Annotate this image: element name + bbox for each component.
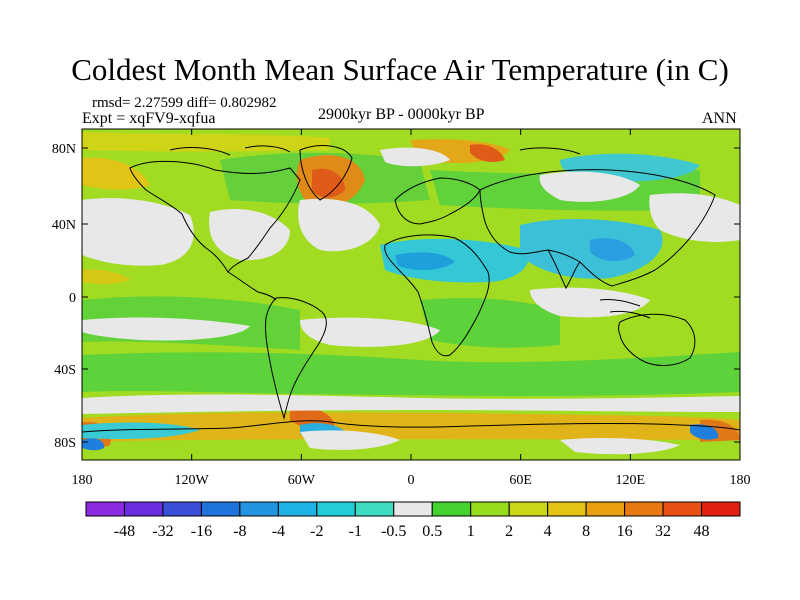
- colorbar-box: [354, 501, 395, 517]
- field-cold-patch: [395, 252, 455, 271]
- colorbar-label: 1: [467, 523, 475, 540]
- lon-tick-label: 0: [408, 473, 415, 488]
- lat-tick-label: 40N: [52, 218, 76, 233]
- field-neutral-band: [82, 394, 740, 414]
- colorbar-box: [85, 501, 125, 517]
- colorbar-label: -0.5: [381, 523, 406, 540]
- lon-tick-label: 60E: [509, 473, 532, 488]
- field-green-band: [82, 352, 740, 396]
- field-green-band: [420, 298, 560, 348]
- colorbar-box: [123, 501, 164, 517]
- lat-tick-label: 80N: [52, 142, 76, 157]
- field-cool-patch: [82, 422, 200, 440]
- colorbar-label: -16: [191, 523, 212, 540]
- colorbar-label: 4: [544, 523, 552, 540]
- map-title: Coldest Month Mean Surface Air Temperatu…: [71, 52, 729, 87]
- colorbar-box: [316, 501, 356, 517]
- lon-tick-label: 120W: [175, 473, 210, 488]
- field-neutral-region: [82, 317, 250, 341]
- field-neutral-region: [380, 147, 450, 167]
- field-hot-patch: [290, 408, 335, 429]
- field-cool-patch: [380, 238, 529, 283]
- field-hot-patch: [470, 144, 505, 163]
- coastline-south-america: [265, 297, 327, 420]
- colorbar-boxes: [85, 501, 741, 517]
- coastline-arctic-islands: [169, 145, 581, 156]
- colorbar-label: -48: [114, 523, 135, 540]
- colorbar-box: [393, 501, 433, 517]
- lon-tick-label: 180: [730, 473, 751, 488]
- lat-tick-label: 0: [69, 291, 76, 306]
- field-neutral-region: [539, 171, 640, 202]
- lat-tick-label: 40S: [54, 363, 76, 378]
- coastline-greenland: [299, 145, 353, 201]
- field-cold-patch: [690, 424, 719, 440]
- colorbar-label: 2: [505, 523, 513, 540]
- field-neutral-region: [300, 430, 400, 450]
- colorbar-label: -2: [310, 523, 323, 540]
- colorbar-labels: -48 -32 -16 -8 -4 -2 -1 -0.5 0.5 1 2 4 8 16 32 48: [114, 523, 710, 540]
- colorbar-label: -8: [233, 523, 246, 540]
- colorbar-label: 0.5: [422, 523, 442, 540]
- field-warm-patch: [82, 269, 130, 284]
- coastline-central-america: [227, 271, 277, 301]
- colorbar-label: -1: [349, 523, 362, 540]
- period-label: 2900kyr BP - 0000kyr BP: [318, 106, 485, 123]
- latitude-ticks: 80N 40N 0 40S 80S: [52, 142, 740, 451]
- lat-tick-label: 80S: [54, 436, 76, 451]
- colorbar-box: [662, 501, 703, 517]
- coastlines: [82, 145, 740, 433]
- longitude-ticks: 180 120W 60W 0 60E 120E 180: [72, 129, 751, 488]
- colorbar-box: [470, 501, 510, 517]
- field-neutral-region: [209, 209, 290, 261]
- season-label: ANN: [702, 110, 737, 127]
- field-neutral-region: [530, 287, 650, 318]
- colorbar-box: [624, 501, 664, 517]
- coastline-africa: [384, 234, 490, 357]
- field-neutral-region: [560, 437, 680, 455]
- colorbar-box: [200, 501, 241, 517]
- field-neutral-region: [82, 198, 194, 266]
- colorbar-box: [239, 501, 279, 517]
- coastline-north-america: [129, 161, 301, 273]
- field-cold-patch: [82, 438, 105, 451]
- colorbar-label: 32: [655, 523, 671, 540]
- coastline-europe: [394, 177, 481, 225]
- colorbar-label: 48: [694, 523, 710, 540]
- colorbar-box: [508, 501, 549, 517]
- lon-tick-label: 60W: [288, 473, 316, 488]
- field-neutral-region: [300, 317, 440, 347]
- field-neutral-region: [649, 193, 740, 242]
- colorbar-label: -4: [272, 523, 285, 540]
- coastline-asia: [479, 169, 716, 287]
- coastline-india: [547, 249, 581, 290]
- colorbar-box: [701, 501, 741, 517]
- experiment-label: Expt = xqFV9-xqfua: [82, 110, 216, 127]
- lon-tick-label: 180: [72, 473, 93, 488]
- coastline-australia: [618, 313, 696, 366]
- field-hot-patch: [312, 168, 345, 198]
- field-warm-patch: [82, 157, 150, 190]
- stats-label: rmsd= 2.27599 diff= 0.802982: [92, 95, 277, 111]
- lon-tick-label: 120E: [616, 473, 646, 488]
- colorbar-label: -32: [152, 523, 173, 540]
- coastline-indonesia: [599, 299, 651, 319]
- colorbar-box: [547, 501, 587, 517]
- field-cold-patch: [590, 238, 635, 262]
- colorbar-label: 16: [617, 523, 633, 540]
- colorbar-box: [585, 501, 626, 517]
- colorbar-box: [431, 501, 472, 517]
- field-neutral-region: [298, 198, 380, 252]
- coastline-antarctica: [82, 420, 740, 433]
- colorbar-box: [162, 501, 202, 517]
- colorbar-label: 8: [582, 523, 590, 540]
- colorbar-box: [277, 501, 318, 517]
